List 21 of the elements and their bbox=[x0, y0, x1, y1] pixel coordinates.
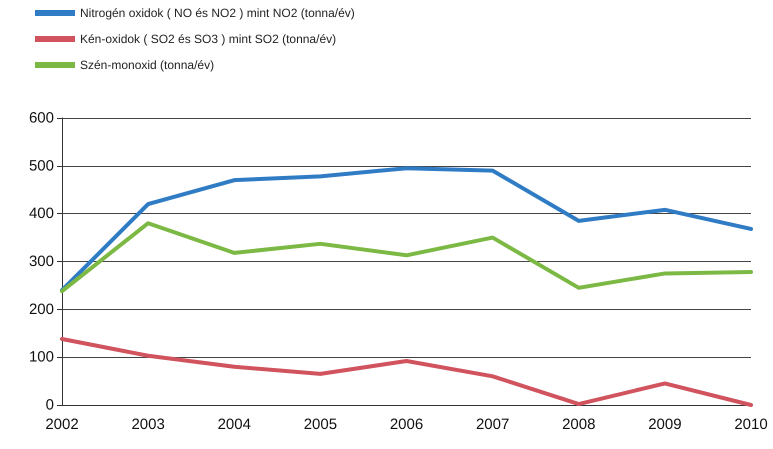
y-tick-label: 0 bbox=[46, 396, 54, 414]
line-series bbox=[60, 166, 753, 292]
legend-label: Szén-monoxid (tonna/év) bbox=[80, 58, 214, 72]
x-tick-label: 2005 bbox=[304, 416, 338, 433]
line-series bbox=[60, 221, 753, 294]
x-tick-label: 2007 bbox=[476, 416, 510, 433]
x-tick-label: 2006 bbox=[390, 416, 424, 433]
x-tick-label: 2008 bbox=[562, 416, 596, 433]
y-tick-label: 100 bbox=[28, 348, 54, 366]
x-tick-label: 2002 bbox=[45, 416, 79, 433]
y-tick-label: 400 bbox=[28, 205, 54, 222]
x-tick-label: 2003 bbox=[131, 416, 165, 433]
y-tick-label: 200 bbox=[28, 300, 54, 318]
y-tick-label: 300 bbox=[28, 253, 54, 270]
y-tick-label: 500 bbox=[28, 157, 54, 174]
legend-label: Kén-oxidok ( SO2 és SO3 ) mint SO2 (tonna/év) bbox=[80, 32, 336, 46]
y-tick-label: 600 bbox=[28, 110, 54, 126]
x-tick-label: 2004 bbox=[218, 416, 251, 433]
legend-label: Nitrogén oxidok ( NO és NO2 ) mint NO2 (tonna/év) bbox=[80, 6, 355, 20]
x-tick-label: 2009 bbox=[648, 416, 682, 433]
x-tick-label: 2010 bbox=[734, 416, 768, 433]
